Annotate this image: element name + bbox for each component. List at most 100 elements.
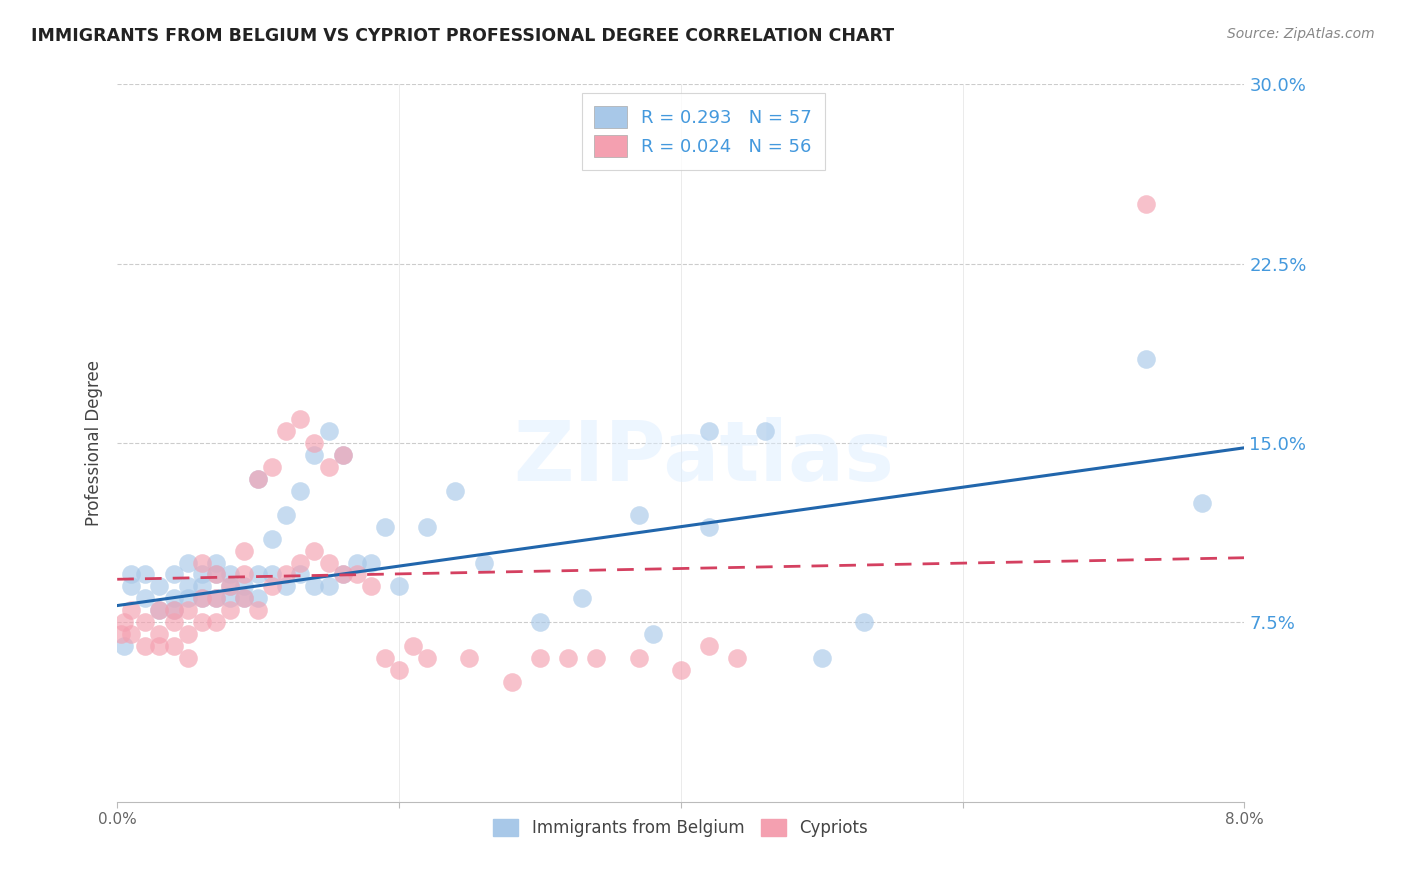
Point	[290, 483, 312, 498]
Point	[219, 591, 242, 606]
Text: Source: ZipAtlas.com: Source: ZipAtlas.com	[1227, 27, 1375, 41]
Point	[318, 424, 340, 438]
Point	[204, 615, 226, 630]
Point	[247, 472, 270, 486]
Point	[162, 603, 184, 617]
Point	[233, 543, 256, 558]
Text: ZIPatlas: ZIPatlas	[513, 417, 894, 498]
Point	[1135, 197, 1157, 211]
Point	[360, 579, 382, 593]
Point	[110, 627, 132, 641]
Point	[204, 567, 226, 582]
Point	[402, 639, 425, 653]
Point	[190, 591, 212, 606]
Point	[112, 615, 135, 630]
Point	[304, 543, 326, 558]
Point	[148, 603, 170, 617]
Point	[204, 591, 226, 606]
Point	[290, 567, 312, 582]
Point	[290, 556, 312, 570]
Point	[374, 651, 396, 665]
Point	[585, 651, 607, 665]
Point	[529, 651, 551, 665]
Point	[754, 424, 776, 438]
Point	[304, 448, 326, 462]
Point	[557, 651, 579, 665]
Point	[176, 579, 198, 593]
Point	[148, 639, 170, 653]
Point	[627, 508, 650, 522]
Point	[571, 591, 593, 606]
Point	[1135, 352, 1157, 367]
Point	[304, 579, 326, 593]
Point	[148, 579, 170, 593]
Y-axis label: Professional Degree: Professional Degree	[86, 360, 103, 526]
Legend: Immigrants from Belgium, Cypriots: Immigrants from Belgium, Cypriots	[486, 812, 875, 844]
Point	[219, 579, 242, 593]
Point	[332, 448, 354, 462]
Point	[219, 567, 242, 582]
Point	[247, 591, 270, 606]
Point	[501, 675, 523, 690]
Point	[416, 651, 439, 665]
Point	[148, 627, 170, 641]
Point	[529, 615, 551, 630]
Point	[134, 639, 156, 653]
Point	[204, 591, 226, 606]
Point	[332, 567, 354, 582]
Point	[204, 567, 226, 582]
Point	[458, 651, 481, 665]
Point	[444, 483, 467, 498]
Point	[332, 448, 354, 462]
Point	[262, 567, 284, 582]
Point	[176, 591, 198, 606]
Point	[276, 579, 298, 593]
Point	[416, 519, 439, 533]
Point	[725, 651, 748, 665]
Point	[810, 651, 832, 665]
Point	[276, 508, 298, 522]
Point	[162, 639, 184, 653]
Point	[120, 567, 142, 582]
Point	[134, 567, 156, 582]
Point	[233, 591, 256, 606]
Point	[162, 591, 184, 606]
Point	[388, 663, 411, 677]
Point	[290, 412, 312, 426]
Point	[134, 591, 156, 606]
Point	[388, 579, 411, 593]
Point	[374, 519, 396, 533]
Point	[233, 579, 256, 593]
Point	[304, 436, 326, 450]
Point	[318, 579, 340, 593]
Point	[190, 579, 212, 593]
Point	[120, 603, 142, 617]
Point	[176, 651, 198, 665]
Text: IMMIGRANTS FROM BELGIUM VS CYPRIOT PROFESSIONAL DEGREE CORRELATION CHART: IMMIGRANTS FROM BELGIUM VS CYPRIOT PROFE…	[31, 27, 894, 45]
Point	[346, 567, 368, 582]
Point	[697, 424, 720, 438]
Point	[134, 615, 156, 630]
Point	[190, 556, 212, 570]
Point	[262, 459, 284, 474]
Point	[247, 603, 270, 617]
Point	[332, 567, 354, 582]
Point	[162, 603, 184, 617]
Point	[472, 556, 495, 570]
Point	[204, 556, 226, 570]
Point	[233, 567, 256, 582]
Point	[219, 603, 242, 617]
Point	[360, 556, 382, 570]
Point	[852, 615, 875, 630]
Point	[247, 472, 270, 486]
Point	[1191, 496, 1213, 510]
Point	[346, 556, 368, 570]
Point	[148, 603, 170, 617]
Point	[318, 459, 340, 474]
Point	[190, 591, 212, 606]
Point	[233, 591, 256, 606]
Point	[641, 627, 664, 641]
Point	[262, 532, 284, 546]
Point	[176, 627, 198, 641]
Point	[176, 603, 198, 617]
